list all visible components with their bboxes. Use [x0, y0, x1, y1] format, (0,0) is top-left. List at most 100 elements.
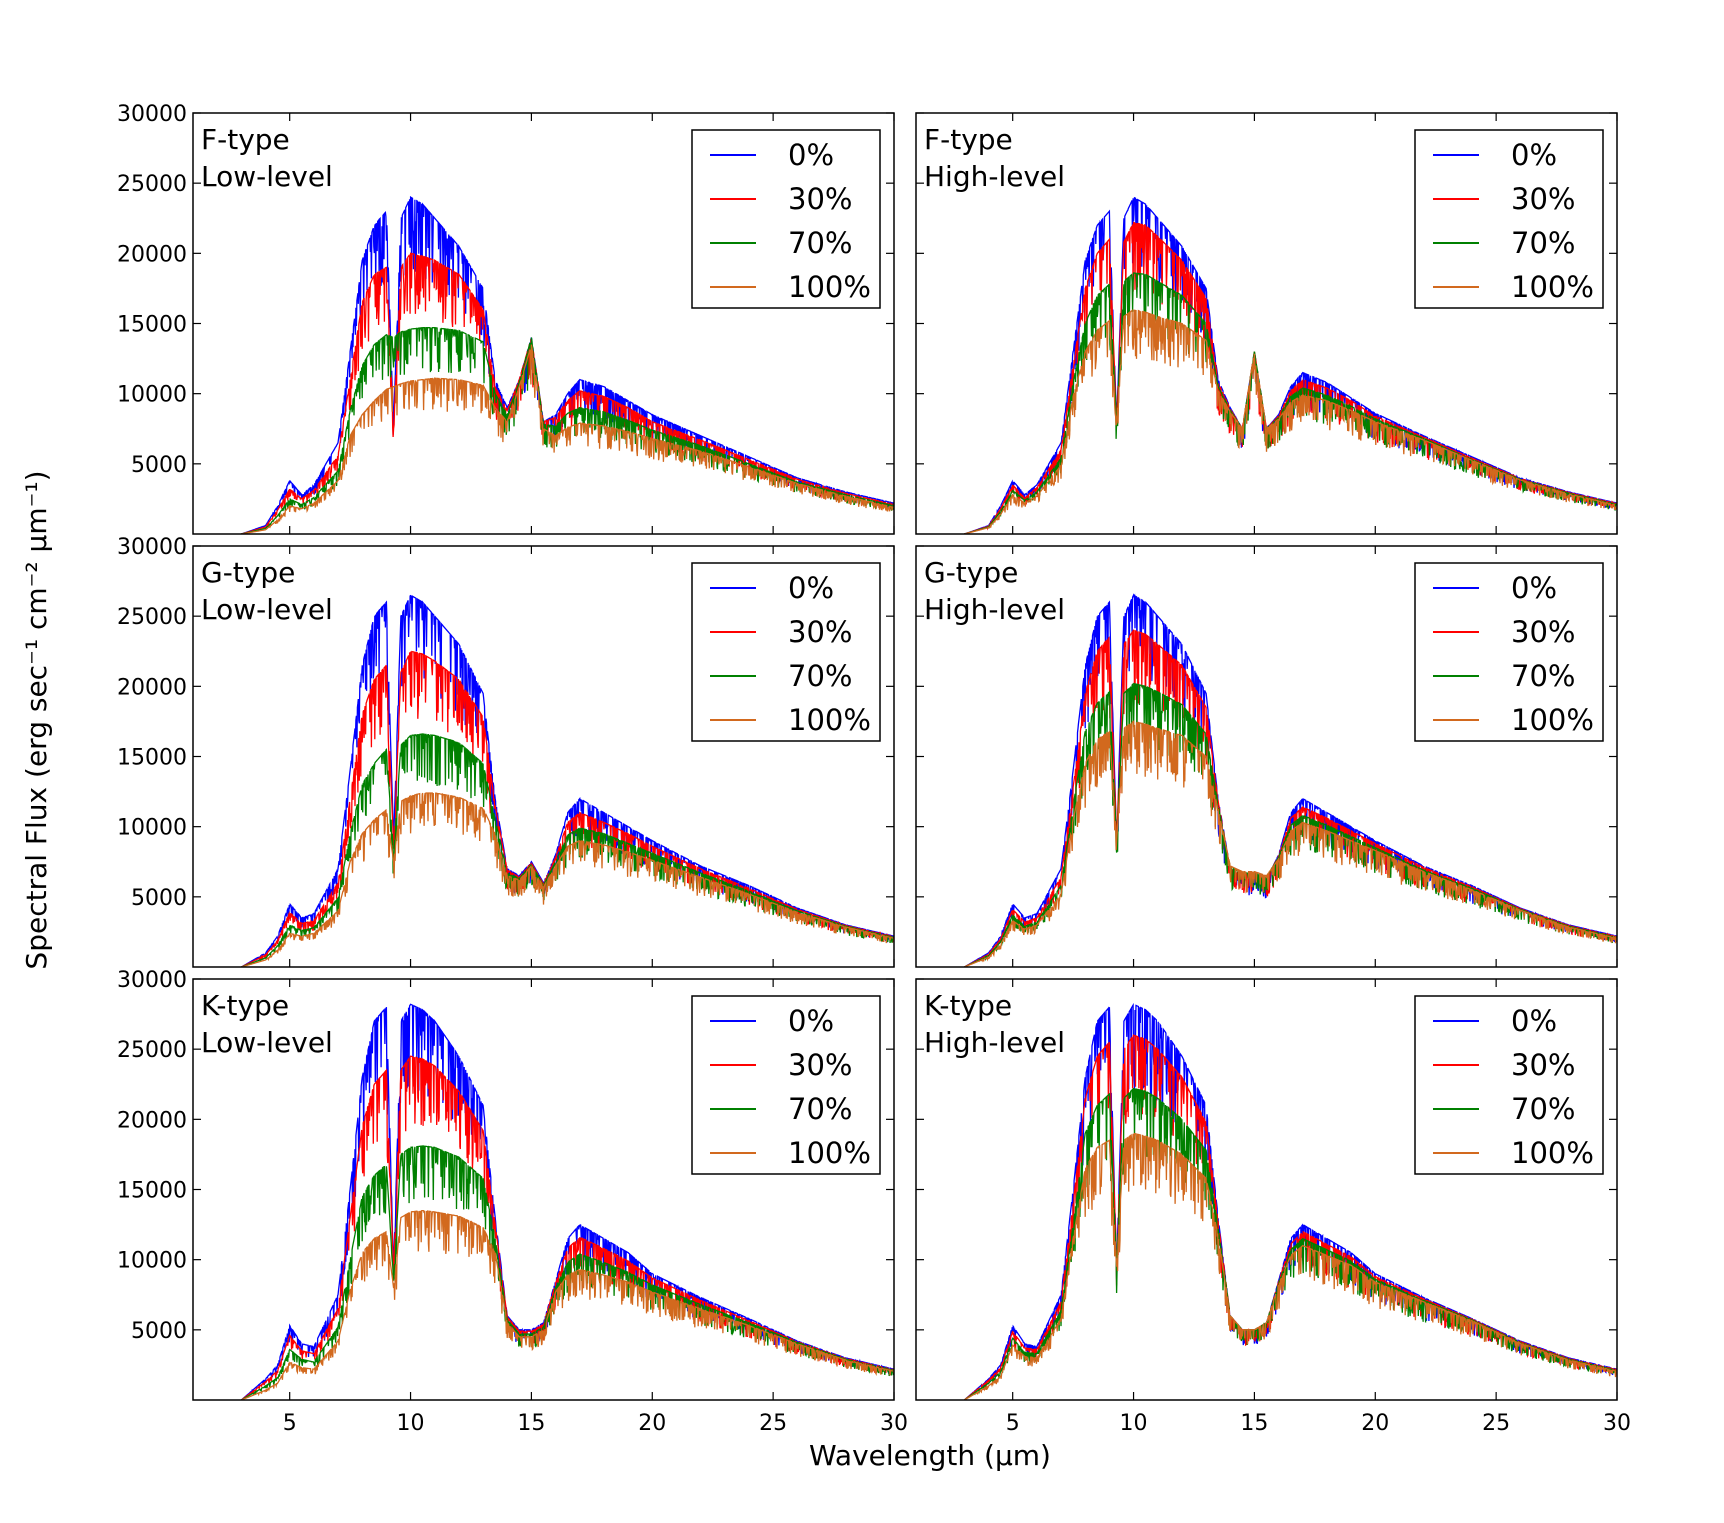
x-tick-label: 30 [1603, 1411, 1631, 1436]
series-f-type-high-level-p0 [964, 196, 1617, 534]
series-k-type-low-level-p70 [240, 1145, 894, 1400]
legend-label: 30% [1511, 615, 1575, 649]
legend-label: 0% [788, 571, 834, 605]
legend: 0% 30% 70% 100% [691, 129, 881, 309]
series-g-type-low-level-p30 [241, 650, 894, 967]
series-g-type-low-level-p70 [241, 733, 894, 967]
y-tick-label: 30000 [117, 968, 187, 993]
x-tick-label: 10 [397, 1411, 425, 1436]
legend-box [1414, 129, 1604, 309]
series-k-type-low-level-p100 [241, 1209, 894, 1400]
series-g-type-low-level-p100 [241, 792, 894, 967]
legend-label: 70% [1511, 659, 1575, 693]
legend-label: 0% [1511, 138, 1557, 172]
panel-label-type: G-type [924, 556, 1018, 589]
panel-g-type-high-level: G-type High-level 0% 30% 70% 100% [915, 545, 1618, 968]
panel-label-level: Low-level [201, 1026, 333, 1059]
legend-box [691, 562, 881, 742]
legend-label: 30% [1511, 1048, 1575, 1082]
y-tick-label: 15000 [117, 746, 187, 771]
y-tick-label: 25000 [117, 605, 187, 630]
panel-label-level: High-level [924, 160, 1065, 193]
panel-label-type: K-type [924, 989, 1012, 1022]
legend-box [691, 129, 881, 309]
y-tick-label: 25000 [117, 1038, 187, 1063]
x-tick-label: 5 [1006, 1411, 1020, 1436]
y-tick-label: 15000 [117, 1179, 187, 1204]
series-k-type-high-level-p100 [963, 1132, 1617, 1400]
panel-label-type: F-type [924, 123, 1013, 156]
legend-label: 30% [788, 182, 852, 216]
legend-label: 0% [1511, 571, 1557, 605]
y-tick-label: 30000 [117, 535, 187, 560]
y-tick-label: 5000 [131, 886, 187, 911]
y-tick-label: 20000 [117, 1108, 187, 1133]
series-f-type-high-level-p100 [964, 309, 1617, 534]
y-tick-label: 15000 [117, 313, 187, 338]
legend-label: 30% [788, 615, 852, 649]
panel-f-type-high-level: F-type High-level 0% 30% 70% 100% [915, 112, 1618, 535]
legend-box [1414, 995, 1604, 1175]
legend: 0% 30% 70% 100% [1414, 995, 1604, 1175]
y-tick-label: 5000 [131, 1319, 187, 1344]
legend-label: 100% [788, 1136, 871, 1170]
legend-label: 70% [788, 226, 852, 260]
panel-k-type-low-level: 5000 10000 15000 20000 25000 30000 5 10 15 20 25 30… [117, 968, 908, 1436]
x-tick-label: 10 [1120, 1411, 1148, 1436]
series-g-type-high-level-p30 [963, 629, 1617, 967]
panel-label-type: K-type [201, 989, 289, 1022]
panel-f-type-low-level: 5000 10000 15000 20000 25000 30000 F-type Low-l… [117, 102, 895, 535]
y-tick-label: 20000 [117, 675, 187, 700]
legend: 0% 30% 70% 100% [691, 562, 881, 742]
legend: 0% 30% 70% 100% [1414, 562, 1604, 742]
y-tick-label: 5000 [131, 453, 187, 478]
legend-label: 100% [788, 703, 871, 737]
panel-label-level: High-level [924, 593, 1065, 626]
series-f-type-low-level-p0 [241, 195, 894, 534]
legend-label: 100% [1511, 703, 1594, 737]
series-g-type-high-level-p70 [964, 682, 1617, 967]
legend-label: 70% [788, 659, 852, 693]
legend-label: 0% [788, 1004, 834, 1038]
panel-label-level: High-level [924, 1026, 1065, 1059]
legend-box [1414, 562, 1604, 742]
y-tick-label: 20000 [117, 242, 187, 267]
panel-k-type-high-level: 5 10 15 20 25 30 K-type High-level 0% 30% 70% 100% [915, 978, 1631, 1436]
y-tick-label: 10000 [117, 816, 187, 841]
y-tick-label: 10000 [117, 383, 187, 408]
x-tick-label: 5 [283, 1411, 297, 1436]
panel-label-level: Low-level [201, 160, 333, 193]
legend: 0% 30% 70% 100% [691, 995, 881, 1175]
legend-label: 0% [1511, 1004, 1557, 1038]
legend-label: 100% [788, 270, 871, 304]
x-tick-label: 15 [1240, 1411, 1268, 1436]
legend-label: 100% [1511, 270, 1594, 304]
series-g-type-high-level-p100 [964, 720, 1617, 967]
panel-label-level: Low-level [201, 593, 333, 626]
y-axis-title: Spectral Flux (erg sec⁻¹ cm⁻² μm⁻¹) [20, 470, 53, 969]
panel-label-type: G-type [201, 556, 295, 589]
legend-label: 0% [788, 138, 834, 172]
x-axis-title: Wavelength (μm) [809, 1439, 1051, 1472]
y-tick-label: 30000 [117, 102, 187, 127]
series-f-type-low-level-p100 [241, 344, 894, 534]
y-tick-label: 25000 [117, 172, 187, 197]
legend-label: 70% [1511, 1092, 1575, 1126]
series-f-type-low-level-p70 [241, 327, 894, 534]
legend: 0% 30% 70% 100% [1414, 129, 1604, 309]
panel-g-type-low-level: 5000 10000 15000 20000 25000 30000 G-type Low-l… [117, 535, 895, 968]
legend-label: 100% [1511, 1136, 1594, 1170]
legend-label: 70% [1511, 226, 1575, 260]
legend-box [691, 995, 881, 1175]
legend-label: 30% [1511, 182, 1575, 216]
x-tick-label: 30 [880, 1411, 908, 1436]
x-tick-label: 25 [759, 1411, 787, 1436]
x-tick-label: 20 [638, 1411, 666, 1436]
legend-label: 70% [788, 1092, 852, 1126]
x-tick-label: 20 [1361, 1411, 1389, 1436]
x-tick-label: 15 [517, 1411, 545, 1436]
x-tick-label: 25 [1482, 1411, 1510, 1436]
panel-label-type: F-type [201, 123, 290, 156]
legend-label: 30% [788, 1048, 852, 1082]
